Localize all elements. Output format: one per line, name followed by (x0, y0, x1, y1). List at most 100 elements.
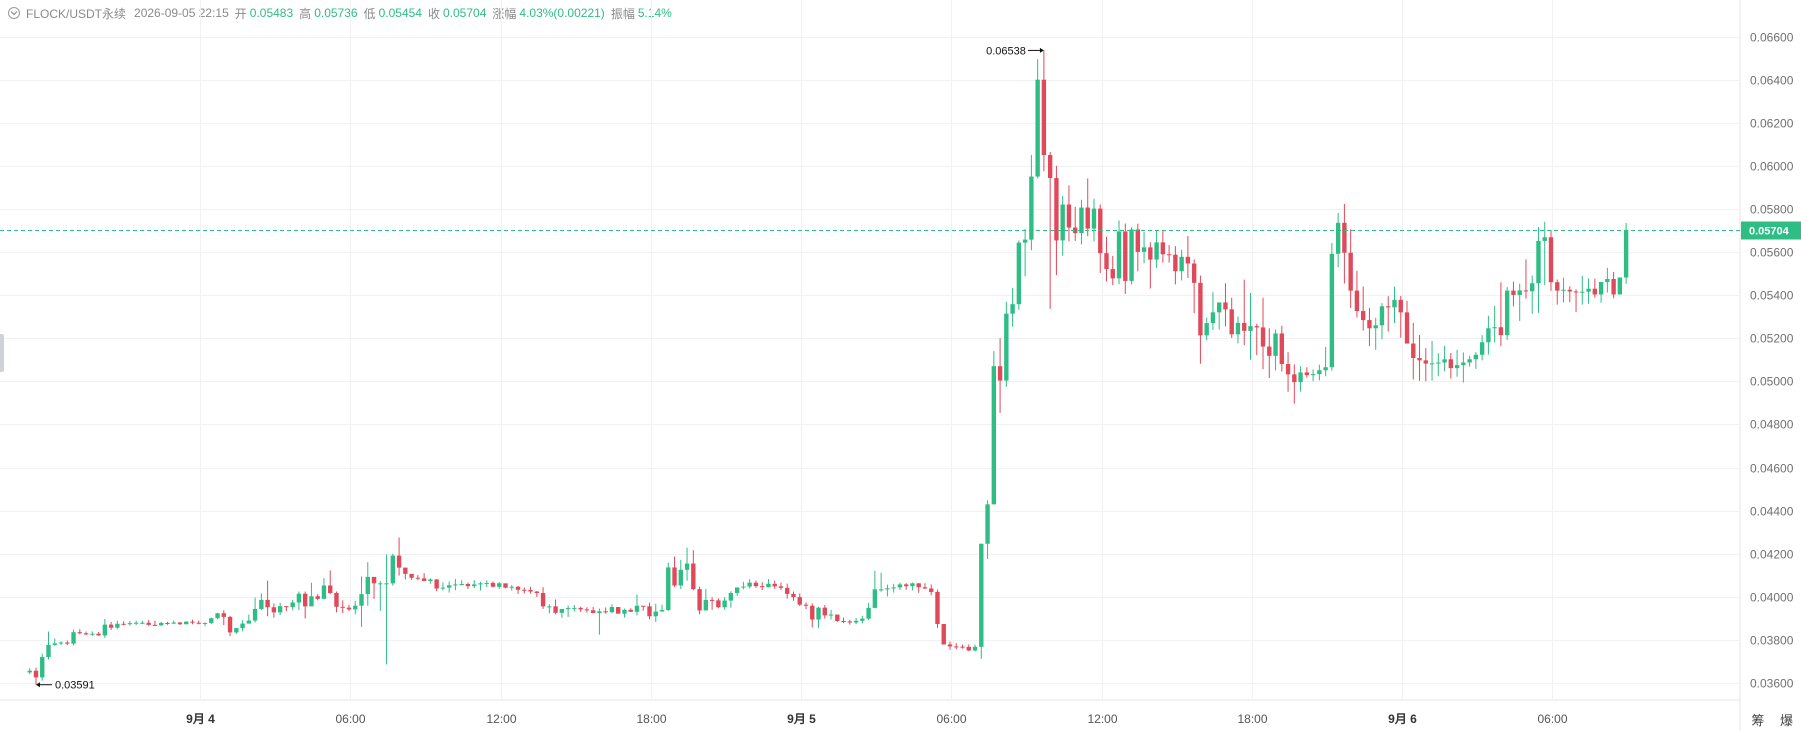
y-tick-label: 0.04600 (1750, 462, 1794, 476)
candle (1029, 155, 1034, 251)
candle (603, 607, 608, 614)
candle (666, 562, 671, 611)
candle (334, 591, 339, 613)
candle-body (1217, 302, 1222, 313)
candle (634, 594, 640, 616)
candle-body (1235, 322, 1241, 335)
candle-body (465, 583, 471, 587)
candle (1486, 315, 1491, 355)
candle (321, 578, 327, 600)
candle (284, 606, 289, 612)
candle (910, 582, 915, 591)
candle (691, 550, 696, 591)
candle (90, 631, 95, 636)
candle-body (1404, 312, 1410, 344)
candle (277, 602, 283, 616)
candle (841, 617, 846, 624)
candle-body (1166, 254, 1172, 256)
candle (929, 584, 934, 596)
candle-body (841, 621, 846, 623)
candle (1461, 352, 1466, 383)
candle-body (1041, 79, 1047, 156)
candle-body (277, 606, 283, 613)
candle-body (1260, 327, 1266, 347)
candle (860, 615, 865, 624)
candle-body (653, 611, 658, 617)
candle-body (590, 610, 596, 614)
candle (653, 603, 658, 622)
candle (697, 586, 702, 615)
candle-body (490, 582, 496, 587)
candle-body (102, 624, 108, 636)
candle-body (972, 646, 978, 651)
candle (966, 644, 971, 652)
corner-tools[interactable]: 筹 爆 (1751, 713, 1799, 728)
candle (1304, 367, 1310, 378)
candle (559, 608, 565, 618)
candle (296, 591, 302, 611)
candle-body (891, 587, 896, 589)
candle (271, 603, 277, 618)
candle-body (1617, 277, 1623, 295)
candle (509, 585, 514, 591)
candle (346, 604, 352, 612)
candle (1079, 199, 1084, 245)
candle-body (684, 563, 690, 570)
price-axis[interactable]: 0.06600 0.06400 0.06200 0.06000 0.05800 0.056… (1741, 31, 1801, 691)
candle-body (40, 656, 45, 678)
drag-handle[interactable] (0, 334, 4, 372)
x-tick-label: 18:00 (636, 712, 666, 726)
candle-body (296, 593, 302, 603)
candle (1035, 59, 1040, 179)
candle-body (428, 579, 433, 581)
amplitude-value: 5.14% (637, 6, 672, 20)
symbol-name[interactable]: FLOCK/USDT永续 (26, 6, 127, 21)
candle-body (1398, 299, 1403, 313)
candle-body (1010, 304, 1015, 314)
candle (1467, 355, 1472, 367)
candle-body (459, 583, 464, 585)
x-tick-label: 06:00 (1537, 712, 1567, 726)
candle-body (1179, 256, 1184, 272)
candle (1454, 349, 1460, 377)
candle (1298, 366, 1303, 392)
candle-body (1386, 306, 1391, 308)
candle (428, 578, 433, 584)
candle-body (346, 607, 352, 610)
candle (734, 587, 740, 596)
candle-body (1586, 288, 1591, 292)
candle-body (184, 621, 189, 625)
candle-body (46, 644, 51, 657)
candle-body (190, 621, 195, 623)
candle (628, 608, 633, 612)
candle (371, 576, 377, 599)
candle-body (753, 582, 759, 587)
candle-body (1367, 320, 1372, 329)
candle (1623, 223, 1629, 284)
candle (1523, 259, 1529, 299)
chevron-down-icon[interactable] (8, 7, 20, 19)
candle (1323, 346, 1328, 377)
candle-body (716, 600, 721, 608)
time-axis[interactable]: 9月 4 06:00 12:00 18:00 9月 5 06:00 12:00 18:00 9月… (186, 712, 1568, 726)
candle (622, 608, 627, 618)
candle (1429, 340, 1435, 381)
candle (315, 594, 320, 601)
candle (728, 591, 734, 608)
amplitude-label: 振幅 (610, 6, 635, 21)
candle (1555, 279, 1560, 305)
candle-body (847, 621, 853, 623)
candle (878, 572, 884, 592)
candle (1580, 275, 1585, 305)
candle-body (584, 609, 590, 611)
candle (1530, 275, 1535, 314)
candle (1091, 198, 1097, 242)
chart-grid (0, 0, 1741, 731)
candle (947, 641, 953, 650)
candle-body (1254, 326, 1259, 328)
candle (960, 644, 965, 649)
candle (609, 604, 615, 614)
candle (1242, 279, 1247, 346)
candle-body (1517, 290, 1522, 295)
